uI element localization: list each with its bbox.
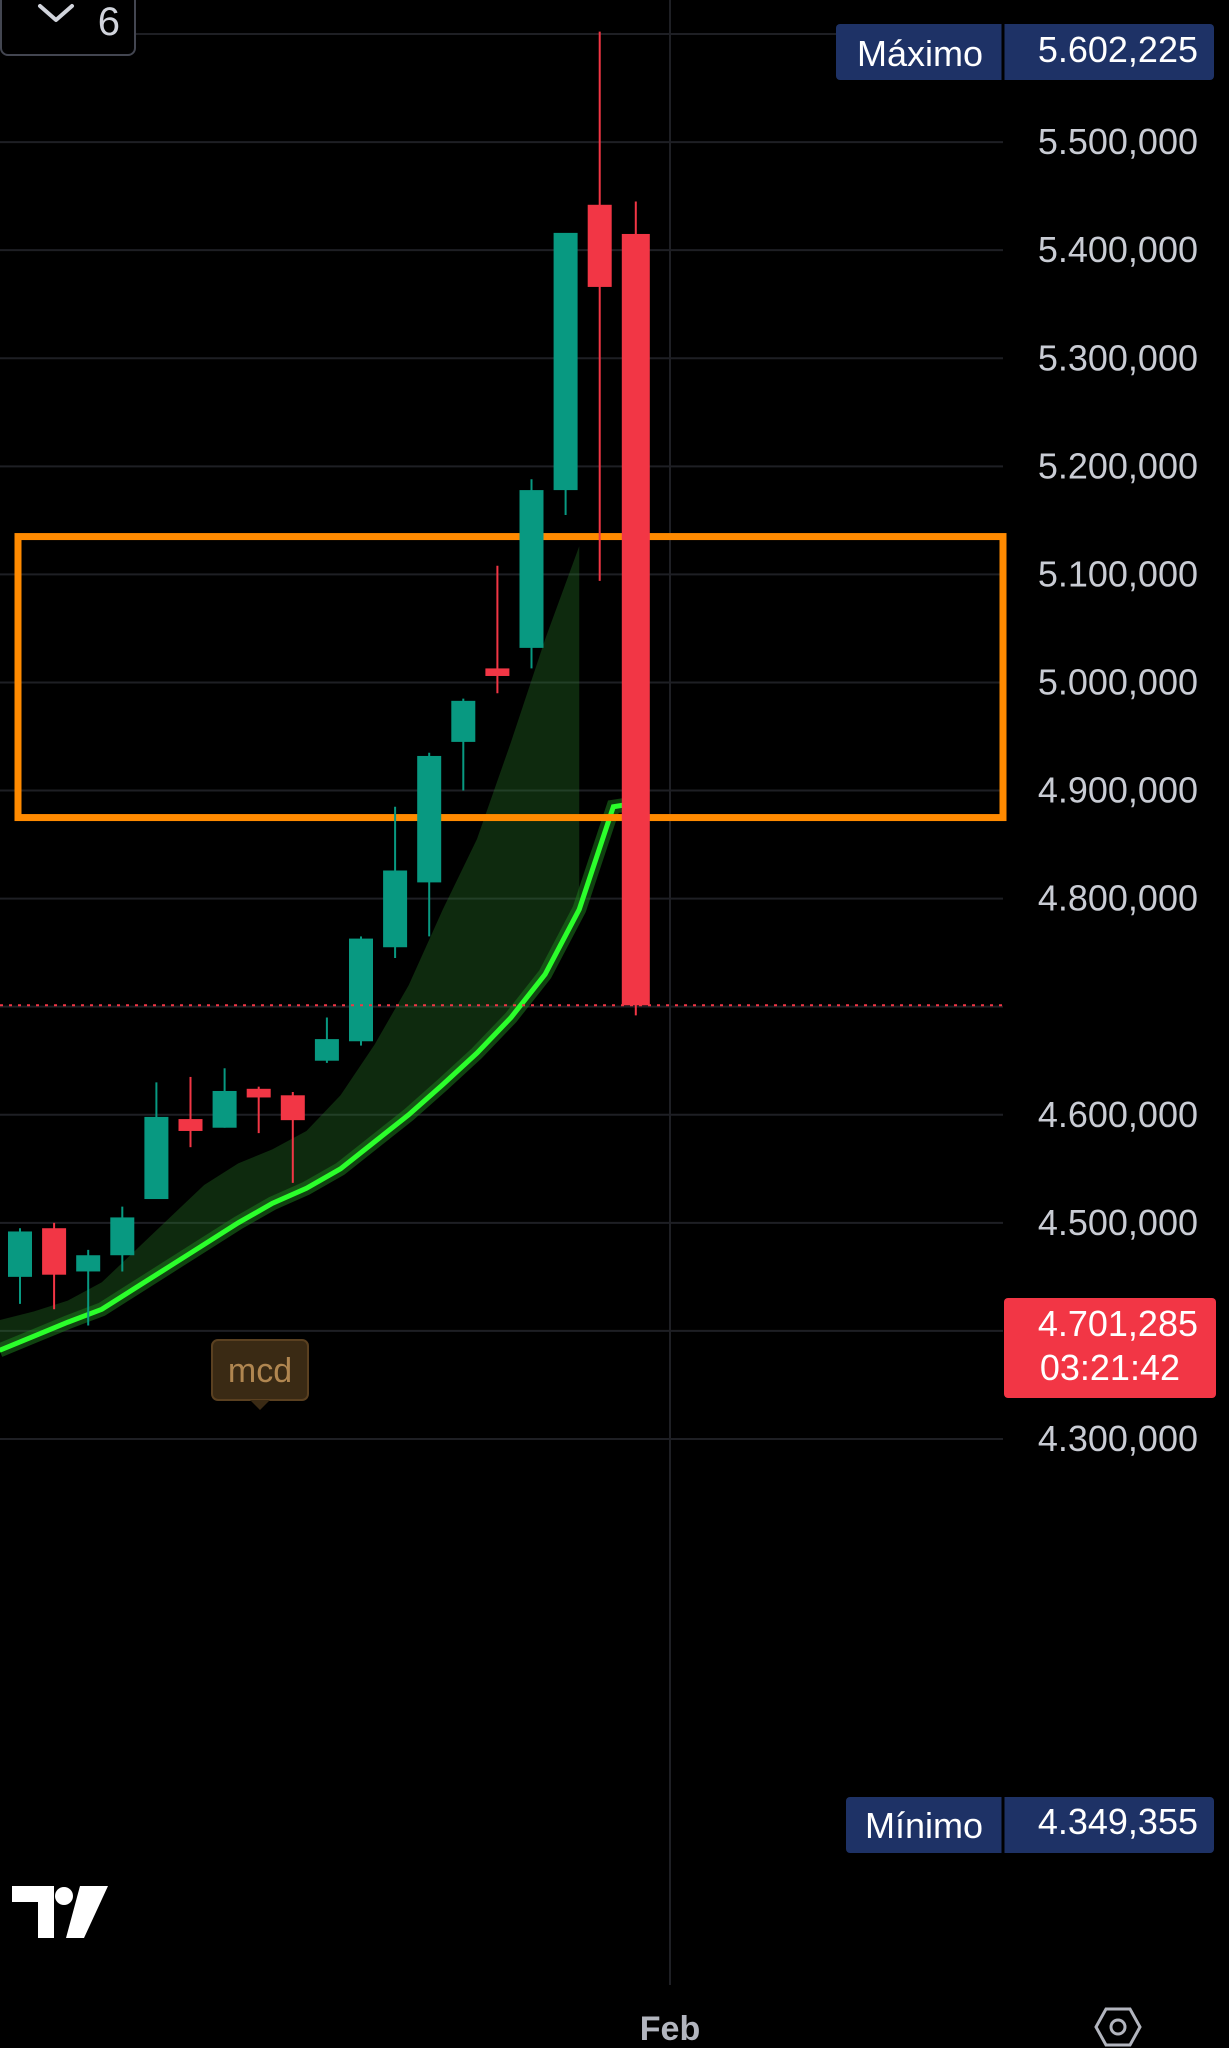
candle-body [417, 755, 442, 883]
interval-dropdown-button[interactable]: 6 [0, 0, 136, 56]
price-axis-label: 5.300,000 [1038, 337, 1198, 378]
candle-body [42, 1228, 67, 1275]
maximum-label: Máximo [857, 33, 983, 74]
price-axis[interactable]: 5.500,000 5.400,000 5.300,000 5.200,000 5.10… [1038, 121, 1198, 1459]
maximum-value: 5.602,225 [1038, 29, 1198, 70]
mcd-label: mcd [228, 1352, 292, 1390]
price-axis-label: 4.300,000 [1038, 1418, 1198, 1459]
minimum-label: Mínimo [865, 1805, 983, 1846]
time-axis-label-feb: Feb [640, 2010, 700, 2048]
price-axis-label: 4.500,000 [1038, 1202, 1198, 1243]
candle-body [314, 1039, 339, 1061]
price-axis-label: 5.000,000 [1038, 661, 1198, 702]
interval-value: 6 [97, 0, 120, 44]
ema-line [0, 798, 648, 1353]
candle-body [519, 490, 544, 648]
candles [8, 31, 650, 1326]
mcd-annotation-pointer [250, 1400, 270, 1410]
candle-body [178, 1119, 203, 1131]
chevron-down-icon [38, 4, 74, 22]
minimum-value: 4.349,355 [1038, 1801, 1198, 1842]
minimum-badge: Mínimo 4.349,355 [846, 1797, 1214, 1853]
grid-lines [0, 33, 1003, 1440]
price-axis-label: 4.600,000 [1038, 1094, 1198, 1135]
candle-body [8, 1231, 32, 1277]
candle-body [451, 700, 476, 742]
mcd-annotation[interactable]: mcd [211, 1339, 309, 1410]
tradingview-logo-icon [12, 1886, 108, 1938]
maximum-badge: Máximo 5.602,225 [836, 24, 1214, 80]
candle-body [587, 204, 612, 287]
zone-rectangle[interactable] [14, 533, 1007, 822]
candle-body [144, 1116, 169, 1200]
current-price-badge: 4.701,285 03:21:42 [1004, 1298, 1216, 1398]
candle-body [212, 1090, 237, 1128]
candle-body [621, 233, 650, 1006]
candle-body [383, 870, 408, 948]
candle-body [553, 232, 578, 491]
settings-gear-icon[interactable] [1094, 2006, 1142, 2048]
candle-body [349, 938, 373, 1042]
price-axis-label: 4.800,000 [1038, 878, 1198, 919]
ema-band-fill [0, 546, 580, 1351]
candle-body [110, 1217, 135, 1256]
candle-body [246, 1088, 271, 1098]
current-price-countdown: 03:21:42 [1040, 1347, 1180, 1388]
price-axis-label: 5.500,000 [1038, 121, 1198, 162]
price-axis-label: 5.100,000 [1038, 553, 1198, 594]
candle-body [280, 1095, 305, 1121]
price-axis-label: 5.200,000 [1038, 445, 1198, 486]
current-price-value: 4.701,285 [1038, 1303, 1198, 1344]
price-axis-label: 5.400,000 [1038, 229, 1198, 270]
price-axis-label: 4.900,000 [1038, 770, 1198, 811]
candle-body [76, 1255, 101, 1272]
candle-body [485, 668, 510, 676]
